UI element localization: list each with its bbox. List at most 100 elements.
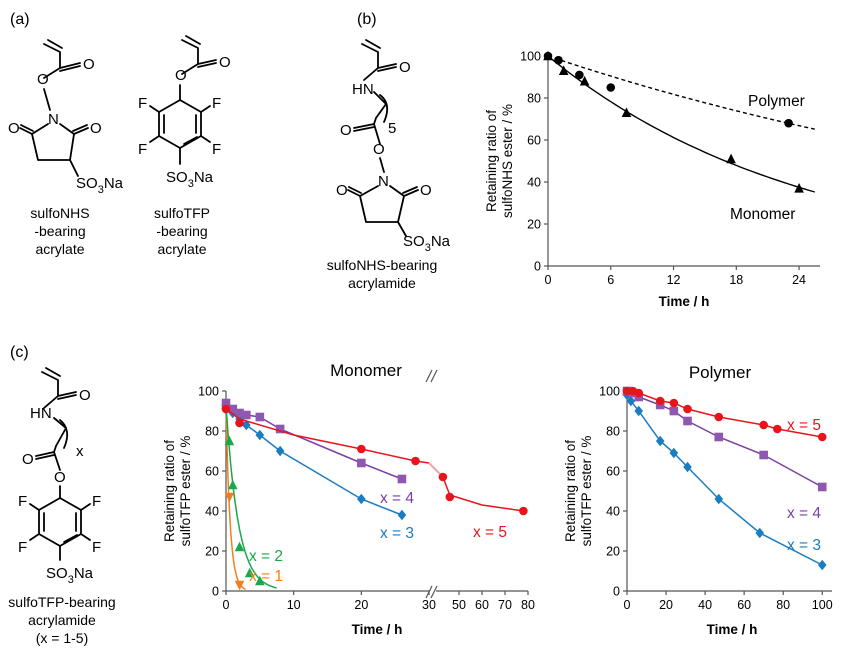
atom-f: F xyxy=(138,95,147,112)
y-tick-label: 80 xyxy=(205,425,219,439)
atom-n-imide: N xyxy=(378,173,389,190)
data-point xyxy=(655,435,665,447)
axis-break-mark xyxy=(425,369,438,383)
y-tick-label: 0 xyxy=(613,585,620,599)
panel-label-c: (c) xyxy=(10,344,29,361)
atom-so3na-prefix: SO xyxy=(76,175,98,192)
y-axis-label: Retaining ratio of xyxy=(484,110,499,212)
fit-curve xyxy=(547,55,815,130)
x-tick-label: 40 xyxy=(698,598,712,612)
svg-text:SO3Na: SO3Na xyxy=(76,175,124,196)
series-label: x = 3 xyxy=(787,537,821,554)
atom-o-ester: O xyxy=(54,469,66,486)
atom-n-imide: N xyxy=(48,111,59,128)
data-point xyxy=(221,398,231,408)
x-axis-label: Time / h xyxy=(707,622,758,637)
data-point xyxy=(634,405,644,417)
atom-o-amide: O xyxy=(399,59,411,76)
atom-so3na-suffix: Na xyxy=(74,565,94,582)
y-tick-label: 20 xyxy=(205,545,219,559)
data-point xyxy=(714,493,724,505)
y-axis-label: sulfoTFP ester / % xyxy=(178,436,193,547)
y-tick-label: 100 xyxy=(198,385,219,399)
caption-line: acrylamide xyxy=(348,275,416,291)
data-point xyxy=(714,432,724,442)
caption-line: -bearing xyxy=(34,223,85,239)
y-tick-label: 0 xyxy=(534,260,541,274)
data-point xyxy=(255,429,265,441)
y-tick-label: 40 xyxy=(606,505,620,519)
series-label: x = 3 xyxy=(380,525,414,542)
atom-o-imide-right: O xyxy=(420,182,432,199)
caption-line: acrylamide xyxy=(28,612,96,628)
panel-label-b: (b) xyxy=(357,11,377,28)
series-label: x = 5 xyxy=(787,417,821,434)
atom-so3na-suffix: Na xyxy=(431,233,451,250)
fit-curve xyxy=(225,402,403,480)
atom-so3na-sub: 3 xyxy=(98,184,104,196)
x-tick-label: 20 xyxy=(354,598,368,612)
caption-line: sulfoTFP-bearing xyxy=(8,594,115,610)
atom-o-carbonyl: O xyxy=(22,451,34,468)
data-point xyxy=(242,419,251,431)
data-point xyxy=(683,416,692,426)
data-point xyxy=(784,118,793,128)
data-point xyxy=(234,580,245,591)
x-axis-label: Time / h xyxy=(659,294,710,309)
data-point xyxy=(235,408,244,418)
series-label-polymer: Polymer xyxy=(748,93,805,110)
data-point xyxy=(244,567,255,578)
y-tick-label: 100 xyxy=(520,50,541,64)
y-tick-label: 80 xyxy=(527,92,541,106)
data-point xyxy=(543,50,553,61)
atom-so3na-prefix: SO xyxy=(46,565,68,582)
atom-o-imide-left: O xyxy=(336,182,348,199)
data-point xyxy=(438,472,448,482)
chart-title: Monomer xyxy=(330,361,402,380)
caption-line: (x = 1-5) xyxy=(36,630,89,646)
atom-o-carbonyl: O xyxy=(219,54,231,71)
data-point xyxy=(817,559,827,571)
data-point xyxy=(357,458,366,468)
data-point xyxy=(817,432,827,442)
fit-curve xyxy=(225,408,403,516)
atom-f: F xyxy=(18,539,27,556)
atom-o-imide-left: O xyxy=(8,120,20,137)
data-point xyxy=(669,447,679,459)
atom-f: F xyxy=(138,141,147,158)
y-tick-label: 60 xyxy=(205,465,219,479)
x-tick-label: 100 xyxy=(812,598,833,612)
atom-so3na-prefix: SO xyxy=(166,169,188,186)
structure-sulfotfp-acrylate: O O F F F F SO3Na sulfoTFP -bearing acry… xyxy=(138,35,231,257)
atom-so3na-sub: 3 xyxy=(68,574,74,586)
x-tick-label: 0 xyxy=(624,598,631,612)
data-point xyxy=(221,404,231,414)
data-point xyxy=(759,450,768,460)
atom-hn: HN xyxy=(352,81,374,98)
atom-subscript-5: 5 xyxy=(388,120,396,137)
svg-text:SO3Na: SO3Na xyxy=(403,233,451,254)
data-point xyxy=(626,395,636,407)
data-point xyxy=(255,575,265,586)
structure-sulfonhs-acrylate: O O N O O SO3Na sulfoNHS -bearing acryla… xyxy=(8,39,124,257)
data-point xyxy=(357,444,366,454)
atom-f: F xyxy=(92,539,101,556)
atom-o-ester: O xyxy=(175,67,187,84)
caption-line: -bearing xyxy=(156,223,207,239)
series-label: x = 5 xyxy=(473,524,507,541)
x-tick-label: 24 xyxy=(792,273,806,287)
y-axis-label: sulfoTFP ester / % xyxy=(579,436,594,547)
caption-line: sulfoNHS xyxy=(30,205,89,221)
x-tick-label: 60 xyxy=(475,598,489,612)
series-label: x = 2 xyxy=(249,548,283,565)
data-point xyxy=(275,445,285,457)
atom-so3na-suffix: Na xyxy=(104,175,124,192)
data-point xyxy=(655,396,665,406)
fit-curve xyxy=(225,408,246,590)
caption-line: acrylate xyxy=(35,241,84,257)
data-point xyxy=(275,424,285,434)
x-tick-label: 80 xyxy=(521,598,535,612)
atom-f: F xyxy=(212,141,221,158)
